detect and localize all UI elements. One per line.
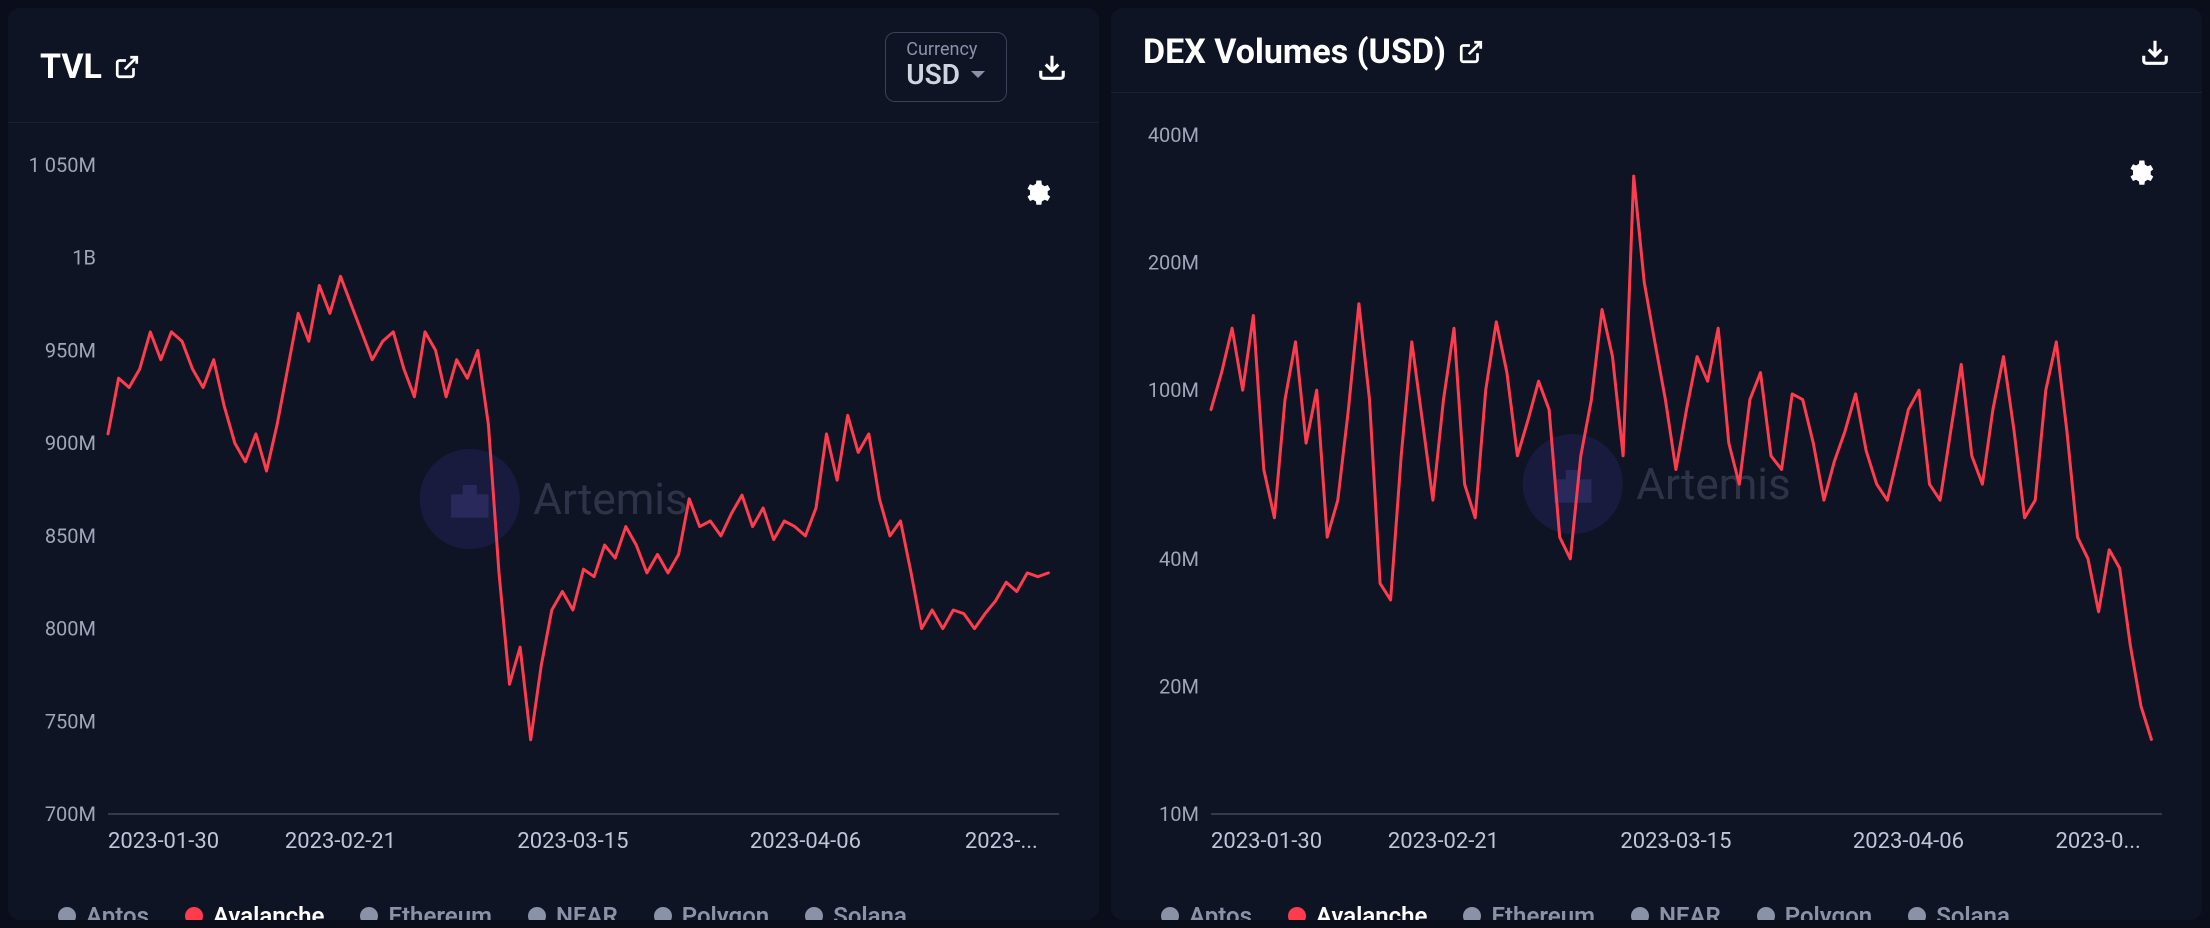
legend-item-near[interactable]: NEAR	[1631, 902, 1721, 920]
legend-dot-icon	[805, 907, 823, 920]
download-icon[interactable]	[2140, 37, 2170, 67]
svg-text:10M: 10M	[1159, 802, 1199, 826]
legend-dot-icon	[528, 907, 546, 920]
svg-text:2023-04-06: 2023-04-06	[750, 829, 861, 854]
legend-label: Solana	[833, 902, 907, 920]
external-link-icon[interactable]	[114, 54, 140, 80]
svg-text:750M: 750M	[45, 709, 96, 733]
legend-dot-icon	[360, 907, 378, 920]
legend: Aptos Avalanche Ethereum NEAR Polygon Solana	[1111, 886, 2202, 920]
tvl-panel: TVL Currency USD Artemis 700M750M800M850…	[8, 8, 1099, 920]
svg-text:2023-0...: 2023-0...	[2056, 829, 2141, 854]
svg-text:700M: 700M	[45, 802, 96, 826]
svg-text:2023-03-15: 2023-03-15	[1620, 829, 1731, 854]
svg-text:800M: 800M	[45, 617, 96, 641]
svg-text:2023-04-06: 2023-04-06	[1853, 829, 1964, 854]
legend-item-aptos[interactable]: Aptos	[58, 902, 149, 920]
svg-text:400M: 400M	[1148, 123, 1199, 147]
legend-dot-icon	[1908, 907, 1926, 920]
svg-text:1B: 1B	[72, 246, 96, 270]
svg-text:2023-...: 2023-...	[965, 829, 1038, 854]
legend-label: Aptos	[1189, 902, 1252, 920]
chevron-down-icon	[970, 70, 986, 80]
legend-item-polygon[interactable]: Polygon	[1757, 902, 1872, 920]
legend-item-near[interactable]: NEAR	[528, 902, 618, 920]
legend-dot-icon	[1161, 907, 1179, 920]
dex-panel: DEX Volumes (USD) Artemis 10M20M40M100M2…	[1111, 8, 2202, 920]
gear-icon[interactable]	[1021, 178, 1051, 208]
legend-item-solana[interactable]: Solana	[805, 902, 907, 920]
svg-text:2023-02-21: 2023-02-21	[285, 829, 396, 854]
external-link-icon[interactable]	[1458, 39, 1484, 65]
chart-svg: 10M 20M 40M 100M 200M 400M 2023-01-30 2023-02-2…	[1121, 113, 2172, 876]
legend-label: Polygon	[682, 902, 769, 920]
svg-text:900M: 900M	[45, 431, 96, 455]
legend-dot-icon	[1463, 907, 1481, 920]
legend-label: NEAR	[1659, 902, 1721, 920]
svg-text:20M: 20M	[1159, 674, 1199, 698]
gear-icon[interactable]	[2124, 158, 2154, 188]
svg-text:2023-02-21: 2023-02-21	[1388, 829, 1499, 854]
panel-header: DEX Volumes (USD)	[1111, 8, 2202, 93]
currency-value: USD	[906, 58, 986, 91]
legend-item-solana[interactable]: Solana	[1908, 902, 2010, 920]
legend-label: Avalanche	[213, 902, 325, 920]
svg-text:2023-01-30: 2023-01-30	[108, 829, 219, 854]
legend-item-aptos[interactable]: Aptos	[1161, 902, 1252, 920]
svg-text:200M: 200M	[1148, 251, 1199, 275]
svg-text:2023-01-30: 2023-01-30	[1211, 829, 1322, 854]
svg-text:2023-03-15: 2023-03-15	[517, 829, 628, 854]
legend-dot-icon	[1631, 907, 1649, 920]
legend-dot-icon	[1757, 907, 1775, 920]
chart-area: Artemis 10M20M40M100M200M400M2023-01-302…	[1111, 93, 2202, 886]
svg-text:100M: 100M	[1148, 378, 1199, 402]
legend-item-avalanche[interactable]: Avalanche	[1288, 902, 1428, 920]
panel-header: TVL Currency USD	[8, 8, 1099, 123]
legend-item-polygon[interactable]: Polygon	[654, 902, 769, 920]
legend-item-ethereum[interactable]: Ethereum	[1463, 902, 1594, 920]
legend-label: Avalanche	[1316, 902, 1428, 920]
legend-label: Ethereum	[1491, 902, 1594, 920]
svg-text:950M: 950M	[45, 338, 96, 362]
legend-label: Aptos	[86, 902, 149, 920]
legend-dot-icon	[654, 907, 672, 920]
svg-text:40M: 40M	[1159, 547, 1199, 571]
currency-selector[interactable]: Currency USD	[885, 32, 1007, 102]
panel-title: TVL	[40, 47, 140, 87]
legend-item-ethereum[interactable]: Ethereum	[360, 902, 491, 920]
chart-svg: 700M 750M 800M 850M 900M 950M 1B 1 050M 2023-01-…	[18, 143, 1069, 876]
legend-dot-icon	[185, 907, 203, 920]
legend: Aptos Avalanche Ethereum NEAR Polygon Solana	[8, 886, 1099, 920]
currency-label: Currency	[906, 39, 977, 60]
legend-label: Ethereum	[388, 902, 491, 920]
chart-area: Artemis 700M750M800M850M900M950M1B1 050M…	[8, 123, 1099, 886]
svg-text:850M: 850M	[45, 524, 96, 548]
title-text: DEX Volumes (USD)	[1143, 32, 1446, 72]
legend-label: NEAR	[556, 902, 618, 920]
legend-dot-icon	[1288, 907, 1306, 920]
legend-dot-icon	[58, 907, 76, 920]
download-icon[interactable]	[1037, 52, 1067, 82]
svg-text:1 050M: 1 050M	[29, 153, 96, 177]
legend-label: Solana	[1936, 902, 2010, 920]
title-text: TVL	[40, 47, 102, 87]
panel-title: DEX Volumes (USD)	[1143, 32, 1484, 72]
legend-label: Polygon	[1785, 902, 1872, 920]
legend-item-avalanche[interactable]: Avalanche	[185, 902, 325, 920]
